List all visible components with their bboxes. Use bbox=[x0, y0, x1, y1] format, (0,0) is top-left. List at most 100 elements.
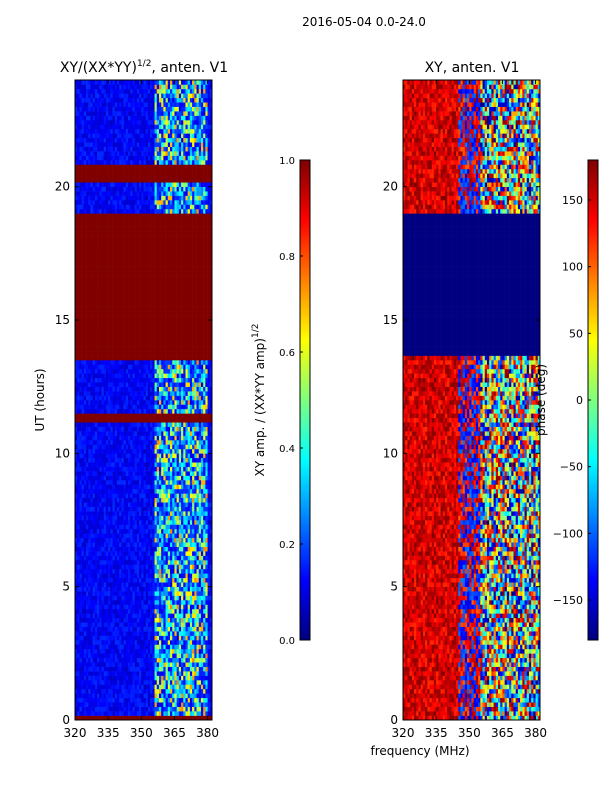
heatmap-cell bbox=[161, 702, 164, 707]
heatmap-cell bbox=[130, 449, 133, 454]
heatmap-cell bbox=[146, 613, 149, 618]
heatmap-cell bbox=[185, 480, 188, 485]
heatmap-cell bbox=[148, 476, 151, 481]
heatmap-cell bbox=[174, 640, 177, 645]
heatmap-cell bbox=[201, 453, 204, 458]
heatmap-cell bbox=[106, 560, 109, 565]
heatmap-cell bbox=[148, 560, 151, 565]
heatmap-cell bbox=[82, 582, 85, 587]
heatmap-cell bbox=[144, 636, 147, 641]
heatmap-cell bbox=[137, 631, 140, 636]
heatmap-cell bbox=[197, 591, 200, 596]
heatmap-cell bbox=[194, 618, 197, 623]
heatmap-cell bbox=[124, 636, 127, 641]
heatmap-cell bbox=[190, 507, 193, 512]
heatmap-cell bbox=[163, 622, 166, 627]
heatmap-cell bbox=[113, 538, 116, 543]
heatmap-cell bbox=[181, 538, 184, 543]
heatmap-cell bbox=[77, 680, 80, 685]
heatmap-cell bbox=[157, 702, 160, 707]
heatmap-cell bbox=[135, 693, 138, 698]
heatmap-cell bbox=[183, 551, 186, 556]
heatmap-cell bbox=[102, 591, 105, 596]
heatmap-cell bbox=[183, 498, 186, 503]
heatmap-cell bbox=[124, 698, 127, 703]
heatmap-cell bbox=[121, 498, 124, 503]
heatmap-cell bbox=[150, 640, 153, 645]
heatmap-cell bbox=[82, 493, 85, 498]
heatmap-cell bbox=[93, 671, 96, 676]
heatmap-cell bbox=[192, 662, 195, 667]
heatmap-cell bbox=[172, 449, 175, 454]
heatmap-cell bbox=[90, 520, 93, 525]
heatmap-cell bbox=[208, 529, 211, 534]
heatmap-cell bbox=[82, 573, 85, 578]
heatmap-cell bbox=[170, 591, 173, 596]
heatmap-cell bbox=[177, 533, 180, 538]
heatmap-cell bbox=[108, 698, 111, 703]
heatmap-cell bbox=[84, 489, 87, 494]
heatmap-cell bbox=[177, 689, 180, 694]
heatmap-cell bbox=[102, 698, 105, 703]
heatmap-cell bbox=[185, 498, 188, 503]
heatmap-cell bbox=[126, 502, 129, 507]
heatmap-cell bbox=[146, 627, 149, 632]
heatmap-cell bbox=[152, 689, 155, 694]
heatmap-cell bbox=[113, 458, 116, 463]
heatmap-cell bbox=[108, 693, 111, 698]
heatmap-cell bbox=[170, 529, 173, 534]
heatmap-cell bbox=[97, 462, 100, 467]
heatmap-cell bbox=[106, 653, 109, 658]
heatmap-cell bbox=[166, 640, 169, 645]
heatmap-cell bbox=[77, 591, 80, 596]
heatmap-cell bbox=[86, 609, 89, 614]
heatmap-cell bbox=[150, 560, 153, 565]
heatmap-cell bbox=[135, 587, 138, 592]
heatmap-cell bbox=[199, 684, 202, 689]
heatmap-cell bbox=[130, 560, 133, 565]
heatmap-cell bbox=[93, 582, 96, 587]
heatmap-cell bbox=[108, 640, 111, 645]
heatmap-cell bbox=[90, 591, 93, 596]
heatmap-cell bbox=[124, 551, 127, 556]
heatmap-cell bbox=[161, 587, 164, 592]
heatmap-cell bbox=[95, 587, 98, 592]
heatmap-cell bbox=[148, 600, 151, 605]
heatmap-cell bbox=[113, 622, 116, 627]
heatmap-cell bbox=[192, 640, 195, 645]
heatmap-cell bbox=[99, 507, 102, 512]
heatmap-cell bbox=[84, 498, 87, 503]
heatmap-cell bbox=[97, 444, 100, 449]
heatmap-cell bbox=[132, 662, 135, 667]
heatmap-cell bbox=[199, 458, 202, 463]
heatmap-cell bbox=[113, 453, 116, 458]
heatmap-cell bbox=[174, 613, 177, 618]
heatmap-cell bbox=[163, 573, 166, 578]
heatmap-cell bbox=[121, 684, 124, 689]
heatmap-cell bbox=[135, 644, 138, 649]
heatmap-cell bbox=[124, 524, 127, 529]
heatmap-cell bbox=[139, 449, 142, 454]
heatmap-cell bbox=[177, 676, 180, 681]
heatmap-cell bbox=[161, 609, 164, 614]
heatmap-cell bbox=[177, 636, 180, 641]
heatmap-cell bbox=[168, 609, 171, 614]
heatmap-cell bbox=[115, 524, 118, 529]
heatmap-cell bbox=[183, 587, 186, 592]
heatmap-cell bbox=[79, 476, 82, 481]
heatmap-cell bbox=[126, 600, 129, 605]
heatmap-cell bbox=[172, 693, 175, 698]
heatmap-cell bbox=[90, 484, 93, 489]
heatmap-cell bbox=[185, 578, 188, 583]
heatmap-cell bbox=[192, 471, 195, 476]
heatmap-cell bbox=[141, 649, 144, 654]
heatmap-cell bbox=[121, 658, 124, 663]
heatmap-cell bbox=[179, 582, 182, 587]
heatmap-cell bbox=[99, 667, 102, 672]
heatmap-cell bbox=[130, 604, 133, 609]
heatmap-cell bbox=[90, 507, 93, 512]
heatmap-cell bbox=[161, 529, 164, 534]
heatmap-cell bbox=[84, 653, 87, 658]
heatmap-cell bbox=[110, 591, 113, 596]
heatmap-cell bbox=[152, 551, 155, 556]
